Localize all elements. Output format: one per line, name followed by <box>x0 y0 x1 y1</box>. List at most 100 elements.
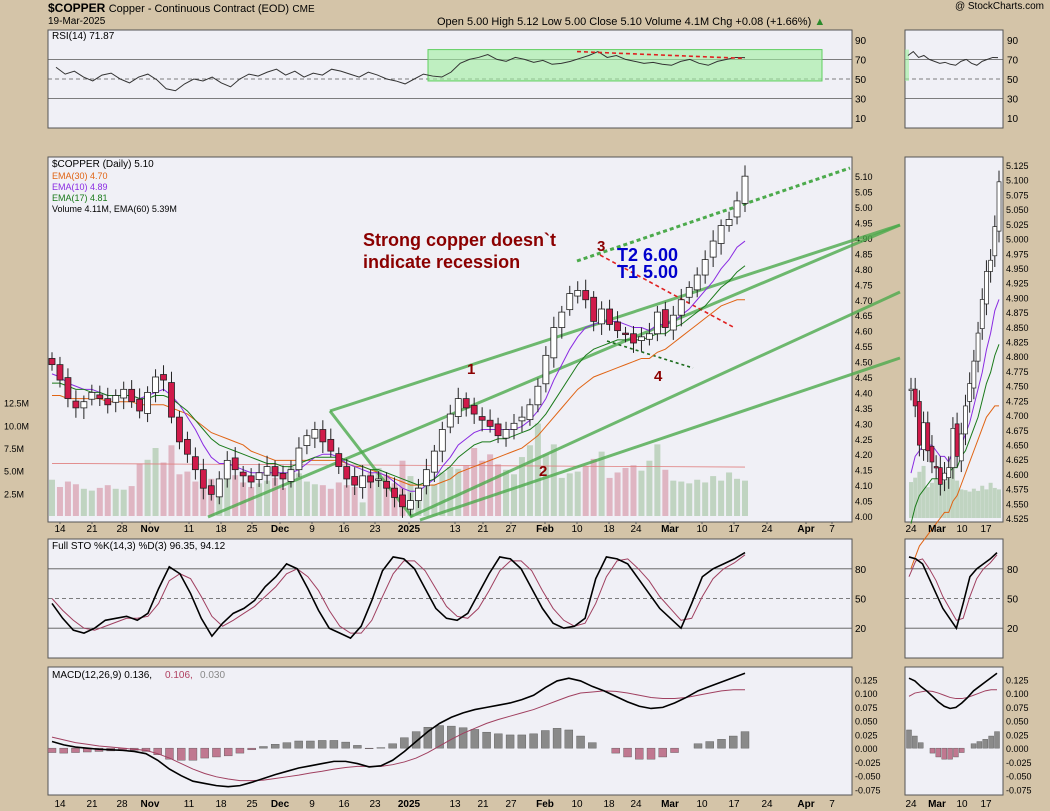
price-tick-label: 4.05 <box>855 497 873 507</box>
candle-body <box>64 377 72 400</box>
price-right-tick-label: 4.850 <box>1006 323 1029 333</box>
candle-body-right <box>975 332 981 362</box>
volume-bar <box>160 462 167 516</box>
candle-body-right <box>950 427 956 468</box>
macd-histogram-bar <box>341 741 350 749</box>
candle-body <box>199 469 207 489</box>
macd-label-hist: 0.030 <box>200 670 225 681</box>
rsi-label: RSI(14) 71.87 <box>52 31 115 42</box>
candle-body <box>383 480 390 489</box>
volume-bar-right <box>925 487 930 518</box>
macd-tick-label: 0.075 <box>855 703 878 713</box>
macd-histogram-bar <box>611 747 620 754</box>
volume-bar <box>272 477 279 516</box>
x-axis-label-bottom: 10 <box>696 799 708 810</box>
volume-bar <box>511 474 517 516</box>
volume-bar <box>112 488 119 516</box>
volume-bar-right <box>980 485 985 518</box>
price-right-tick-label: 5.000 <box>1006 235 1029 245</box>
x-axis-label-top: 23 <box>369 524 381 535</box>
x-axis-label-top: 11 <box>184 524 195 535</box>
price-tick-label: 4.70 <box>855 296 873 306</box>
candle-body <box>255 472 263 480</box>
volume-bar <box>495 464 502 516</box>
macd-histogram-bar <box>458 727 468 749</box>
rsi-highlight-box <box>427 49 823 82</box>
macd-line-right <box>908 672 998 710</box>
candle-body <box>446 413 454 428</box>
volume-tick-label: 12.5M <box>4 399 29 409</box>
price-right-tick-label: 5.100 <box>1006 176 1029 186</box>
candle-body <box>630 333 637 344</box>
candle-body-right <box>996 181 1002 232</box>
candle-body-right <box>929 445 935 463</box>
price-legend-ema30: EMA(30) 4.70 <box>52 171 108 181</box>
macd-tick-label: -0.050 <box>1006 772 1032 782</box>
x-axis-label-top: Nov <box>141 524 160 535</box>
x-axis-label-top: 7 <box>829 524 835 535</box>
macd-histogram-bar <box>505 734 515 749</box>
price-right-tick-label: 4.875 <box>1006 308 1029 318</box>
candle-body <box>303 435 311 446</box>
candle-body <box>701 259 709 276</box>
macd-histogram-bar <box>400 737 409 749</box>
candle-body <box>48 358 56 366</box>
macd-histogram-bar <box>188 747 198 761</box>
candle-body <box>343 466 351 480</box>
macd-histogram-bar <box>223 747 233 757</box>
candle-body <box>112 395 120 403</box>
volume-bar <box>487 454 494 516</box>
macd-histogram-bar <box>353 745 362 749</box>
candle-body <box>677 299 685 316</box>
macd-tick-label: 0.100 <box>1006 689 1029 699</box>
volume-bar-right <box>963 490 968 518</box>
x-axis-label-bottom: Feb <box>536 799 554 810</box>
macd-panel-right <box>904 666 1004 796</box>
volume-bar-right <box>971 488 976 518</box>
price-panel-main <box>47 156 853 523</box>
price-right-tick-label: 4.550 <box>1006 499 1029 509</box>
channel-mid-line <box>409 290 901 519</box>
x-axis-label-bottom: 9 <box>309 799 315 810</box>
candle-body <box>271 466 279 477</box>
candle-body <box>191 456 199 471</box>
volume-bar <box>240 482 247 516</box>
macd-histogram-bar <box>153 747 162 755</box>
volume-bar <box>375 467 382 516</box>
price-right-tick-label: 4.600 <box>1006 470 1029 480</box>
x-axis-label-bottom: 24 <box>630 799 642 810</box>
candle-body-right <box>937 467 943 485</box>
candle-body <box>598 308 606 325</box>
volume-bar <box>670 480 677 516</box>
volume-bar <box>431 484 438 516</box>
macd-histogram-bar-right <box>918 742 924 749</box>
volume-bar <box>136 463 143 516</box>
volume-bar <box>542 454 549 516</box>
candle-body <box>56 364 64 381</box>
candle-body <box>542 354 550 385</box>
rsi-tick-label: 50 <box>855 75 867 86</box>
x-axis-label-bottom: 14 <box>54 799 66 810</box>
macd-histogram-bar <box>447 725 456 749</box>
annotation-line-2: indicate recession <box>363 252 520 272</box>
x-axis-right-label-bottom: 17 <box>980 799 992 810</box>
candle-body-right <box>967 383 973 402</box>
macd-histogram-bar <box>529 733 538 749</box>
x-axis-right-label-bottom: Mar <box>928 799 946 810</box>
volume-bar-right <box>997 489 1001 518</box>
macd-tick-label: 0.050 <box>1006 717 1029 727</box>
rsi-highlight-box-right <box>905 49 909 81</box>
macd-histogram-bar <box>423 727 433 749</box>
price-right-tick-label: 4.800 <box>1006 352 1029 362</box>
candle-body <box>160 374 167 381</box>
x-axis-label-top: Mar <box>661 524 679 535</box>
price-tick-label: 4.35 <box>855 404 873 414</box>
price-right-tick-label: 4.625 <box>1006 455 1029 465</box>
volume-bar <box>184 471 191 516</box>
candle-body-right <box>908 388 914 391</box>
sto-d-line <box>51 554 746 634</box>
volume-bar <box>311 484 318 516</box>
volume-tick-label: 2.5M <box>4 489 24 499</box>
macd-histogram-bar <box>670 747 679 753</box>
annotation-line-1: Strong copper doesn`t <box>363 230 556 250</box>
